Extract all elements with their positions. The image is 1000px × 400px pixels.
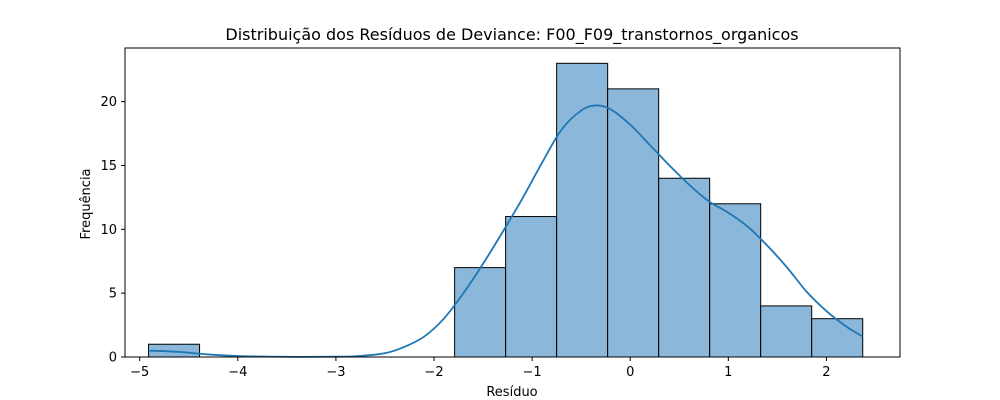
histogram-bar: [709, 203, 762, 358]
y-tick-label: 15: [100, 159, 117, 174]
histogram-bar: [556, 62, 609, 358]
x-tick-label: −2: [424, 365, 443, 380]
histogram-bar: [505, 216, 558, 358]
x-axis: −5 −4 −3 −2 −1 0 1 2: [130, 357, 831, 380]
x-tick-label: −4: [228, 365, 247, 380]
histogram-bar: [607, 88, 660, 358]
histogram-bar: [658, 177, 711, 358]
histogram-bar: [760, 305, 813, 358]
y-tick-label: 5: [109, 287, 117, 302]
y-tick-label: 0: [109, 351, 117, 366]
x-tick-label: 0: [626, 365, 634, 380]
y-axis-label: Frequência: [79, 168, 94, 239]
chart-title: Distribuição dos Resíduos de Deviance: F…: [225, 25, 798, 45]
histogram-bar: [454, 267, 507, 358]
x-tick-label: −1: [523, 365, 542, 380]
x-tick-label: 2: [822, 365, 830, 380]
x-tick-label: 1: [724, 365, 732, 380]
y-tick-label: 20: [100, 95, 117, 110]
plot-area: [124, 47, 901, 358]
bars-group: [148, 62, 864, 358]
x-tick-label: −3: [326, 365, 345, 380]
histogram-bar: [811, 318, 864, 358]
y-tick-label: 10: [100, 223, 117, 238]
x-axis-label: Resíduo: [486, 385, 537, 400]
x-tick-label: −5: [130, 365, 149, 380]
y-axis: 0 5 10 15 20: [100, 95, 125, 366]
